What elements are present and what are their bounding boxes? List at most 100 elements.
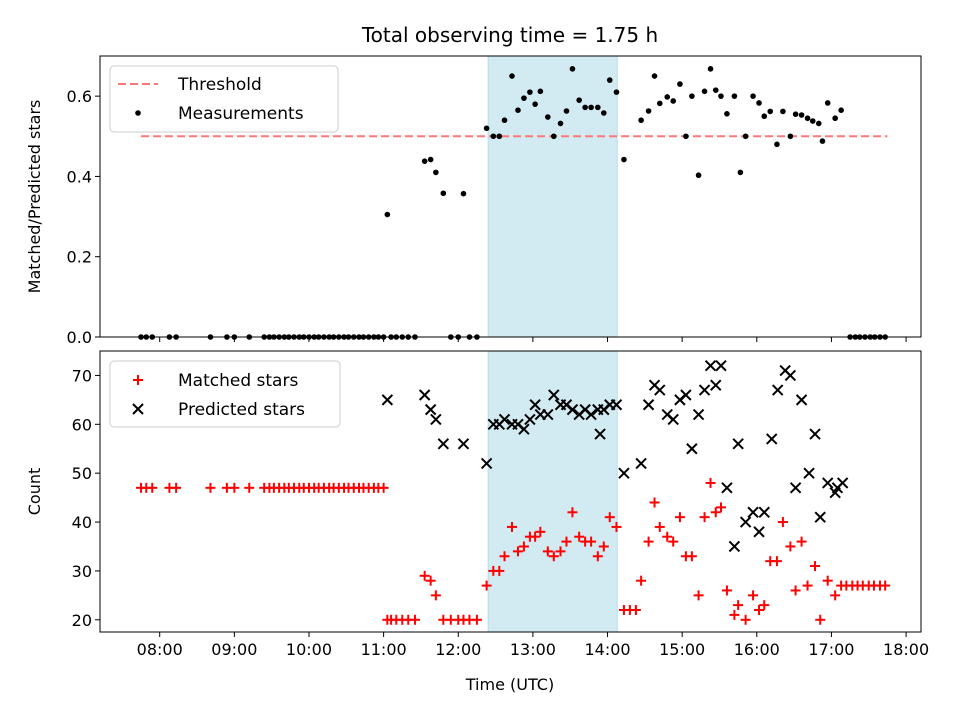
- predicted-point: [686, 443, 698, 455]
- predicted-point: [766, 433, 778, 445]
- predicted-point-b: [771, 384, 784, 396]
- predicted-point-b: [524, 413, 536, 426]
- matched-point: [733, 600, 744, 611]
- x-tick-label: 14:00: [584, 640, 630, 659]
- predicted-point: [381, 394, 394, 406]
- matched-point: [494, 565, 505, 576]
- predicted-point: [642, 399, 655, 411]
- matched-point: [611, 521, 622, 532]
- predicted-point-b: [704, 359, 717, 372]
- measurement-point: [421, 158, 428, 164]
- measurement-point: [756, 100, 762, 106]
- matched-point: [686, 551, 697, 562]
- predicted-point: [585, 408, 597, 421]
- predicted-point-b: [566, 403, 579, 416]
- measurement-point: [509, 73, 515, 79]
- measurement-point: [460, 190, 467, 197]
- predicted-point-b: [747, 506, 759, 518]
- measurement-point: [521, 95, 527, 101]
- measurement-point: [774, 141, 780, 148]
- matched-point: [699, 512, 710, 523]
- matched-point: [754, 605, 765, 616]
- measurement-point: [433, 169, 439, 176]
- predicted-point: [418, 389, 431, 401]
- predicted-point-b: [728, 540, 741, 553]
- measurement-point: [483, 125, 490, 132]
- predicted-point-b: [424, 403, 437, 416]
- predicted-point: [732, 438, 744, 450]
- predicted-point: [821, 477, 834, 489]
- predicted-point-b: [618, 467, 630, 479]
- predicted-point-b: [560, 399, 573, 411]
- predicted-point-b: [610, 399, 623, 411]
- predicted-point: [518, 423, 530, 435]
- matched-point: [133, 375, 143, 385]
- measurement-point: [384, 211, 391, 218]
- predicted-point-b: [739, 516, 752, 528]
- matched-point: [409, 614, 420, 625]
- legend-threshold-label: Threshold: [177, 75, 262, 95]
- measurement-point: [532, 101, 538, 107]
- matched-point: [796, 536, 807, 547]
- predicted-point: [618, 467, 630, 479]
- legend-predicted-swatch-b: [132, 403, 144, 415]
- measurement-point: [670, 98, 677, 104]
- measurement-point: [838, 107, 844, 113]
- matched-point: [530, 531, 541, 542]
- measurement-point: [787, 133, 794, 140]
- predicted-point-b: [814, 511, 826, 523]
- predicted-point: [753, 526, 765, 538]
- predicted-point: [789, 482, 802, 494]
- measurement-point: [798, 112, 805, 118]
- x-axis-label: Time (UTC): [465, 675, 554, 694]
- measurement-point: [815, 120, 822, 127]
- y-tick-label: 50: [72, 464, 92, 483]
- measurement-point: [606, 77, 613, 83]
- predicted-point-b: [836, 477, 849, 489]
- predicted-point-b: [698, 384, 711, 396]
- matched-point: [378, 482, 389, 493]
- y-tick-label: 0.4: [67, 167, 92, 186]
- predicted-point: [548, 389, 560, 401]
- measurement-point: [683, 133, 689, 140]
- matched-point: [518, 541, 529, 552]
- matched-point: [740, 614, 751, 625]
- predicted-point-b: [480, 457, 493, 470]
- matched-point: [674, 512, 685, 523]
- matched-point: [705, 477, 716, 488]
- predicted-point: [635, 457, 647, 470]
- matched-point: [822, 575, 833, 586]
- predicted-point-b: [758, 506, 770, 518]
- y-tick-label: 0.6: [67, 87, 92, 106]
- matched-point: [880, 580, 891, 591]
- measurement-point: [588, 104, 594, 111]
- x-tick-label: 15:00: [659, 640, 705, 659]
- matched-point: [729, 609, 740, 620]
- predicted-point: [424, 403, 437, 416]
- matched-point: [506, 521, 517, 532]
- measurement-point: [621, 156, 627, 163]
- predicted-point: [715, 359, 727, 372]
- predicted-point: [758, 506, 770, 518]
- matched-point: [567, 507, 578, 518]
- matched-point: [777, 517, 788, 528]
- predicted-point: [704, 359, 717, 372]
- matched-point: [548, 551, 559, 562]
- predicted-point: [784, 369, 797, 382]
- matched-point: [815, 614, 826, 625]
- predicted-point: [795, 394, 808, 406]
- measurement-point: [750, 93, 756, 99]
- predicted-point-b: [654, 384, 666, 396]
- plot-frame: [99, 350, 922, 633]
- matched-point: [830, 590, 841, 601]
- x-tick-label: 11:00: [361, 640, 407, 659]
- matched-point: [654, 521, 665, 532]
- measurement-point: [737, 169, 744, 176]
- matched-point: [471, 614, 482, 625]
- measurement-point: [656, 100, 663, 107]
- measurement-point: [496, 133, 503, 140]
- predicted-point: [566, 403, 579, 416]
- predicted-point: [654, 384, 666, 396]
- measurement-point: [651, 73, 658, 79]
